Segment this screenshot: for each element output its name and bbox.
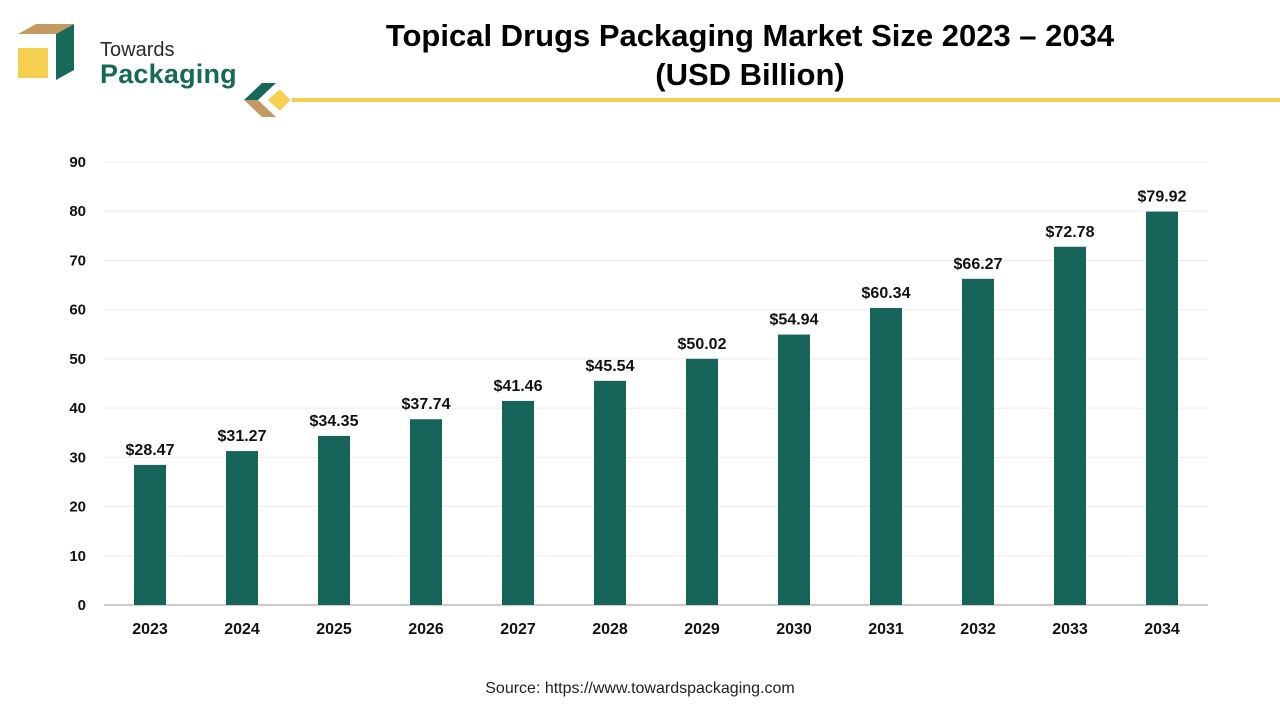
title-line-1: Topical Drugs Packaging Market Size 2023… bbox=[385, 18, 1115, 53]
bar-layer bbox=[134, 211, 1178, 605]
bar bbox=[1054, 246, 1086, 605]
data-label: $79.92 bbox=[1138, 189, 1187, 206]
x-tick-label: 2027 bbox=[500, 621, 536, 638]
data-label: $31.27 bbox=[218, 428, 267, 445]
data-label: $50.02 bbox=[678, 336, 727, 353]
bar bbox=[502, 400, 534, 605]
x-tick-label: 2032 bbox=[960, 621, 996, 638]
bar bbox=[778, 334, 810, 605]
data-label: $72.78 bbox=[1046, 224, 1095, 241]
data-label: $45.54 bbox=[586, 358, 635, 375]
brand-name-line2: Packaging bbox=[100, 59, 237, 89]
logo: Towards Packaging bbox=[16, 20, 246, 88]
data-label: $34.35 bbox=[310, 413, 359, 430]
x-tick-label: 2023 bbox=[132, 621, 168, 638]
bar-chart: 0102030405060708090$28.472023$31.272024$… bbox=[69, 154, 1208, 638]
bar bbox=[686, 358, 718, 605]
x-tick-label: 2034 bbox=[1144, 621, 1180, 638]
header-divider bbox=[244, 83, 1280, 117]
y-tick-label: 80 bbox=[69, 203, 86, 220]
x-tick-label: 2029 bbox=[684, 621, 720, 638]
y-tick-label: 0 bbox=[78, 597, 86, 614]
data-label: $37.74 bbox=[402, 396, 451, 413]
bar bbox=[870, 307, 902, 605]
x-tick-label: 2026 bbox=[408, 621, 444, 638]
bar bbox=[594, 380, 626, 605]
chart-title: Topical Drugs Packaging Market Size 2023… bbox=[310, 16, 1190, 94]
data-label: $66.27 bbox=[954, 256, 1003, 273]
bar bbox=[410, 419, 442, 605]
y-tick-label: 50 bbox=[69, 351, 86, 368]
data-label: $28.47 bbox=[126, 442, 175, 459]
x-tick-label: 2031 bbox=[868, 621, 904, 638]
bar bbox=[1146, 211, 1178, 605]
y-tick-label: 10 bbox=[69, 548, 86, 565]
y-tick-label: 30 bbox=[69, 449, 86, 466]
x-tick-label: 2030 bbox=[776, 621, 812, 638]
bar bbox=[318, 435, 350, 605]
y-tick-label: 70 bbox=[69, 252, 86, 269]
y-tick-label: 90 bbox=[69, 154, 86, 171]
grid-layer bbox=[104, 161, 1208, 606]
y-tick-label: 20 bbox=[69, 499, 86, 516]
label-layer: 0102030405060708090$28.472023$31.272024$… bbox=[69, 154, 1186, 638]
divider-gold-line bbox=[292, 98, 1280, 102]
x-tick-label: 2033 bbox=[1052, 621, 1088, 638]
x-tick-label: 2024 bbox=[224, 621, 260, 638]
title-line-2: (USD Billion) bbox=[655, 57, 845, 92]
data-label: $54.94 bbox=[770, 312, 819, 329]
x-tick-label: 2028 bbox=[592, 621, 628, 638]
divider-green-diamond-icon bbox=[244, 83, 276, 100]
data-label: $60.34 bbox=[862, 285, 911, 302]
divider-gold-diamond-icon bbox=[264, 86, 294, 114]
bar bbox=[226, 451, 258, 605]
brand-name-line1: Towards bbox=[100, 39, 175, 61]
y-tick-label: 40 bbox=[69, 400, 86, 417]
box-logo-icon bbox=[18, 24, 74, 80]
bar bbox=[134, 464, 166, 605]
source-note: Source: https://www.towardspackaging.com bbox=[485, 680, 795, 697]
data-label: $41.46 bbox=[494, 378, 543, 395]
x-tick-label: 2025 bbox=[316, 621, 352, 638]
bar bbox=[962, 278, 994, 605]
divider-tan-diamond-icon bbox=[244, 100, 276, 117]
y-tick-label: 60 bbox=[69, 302, 86, 319]
